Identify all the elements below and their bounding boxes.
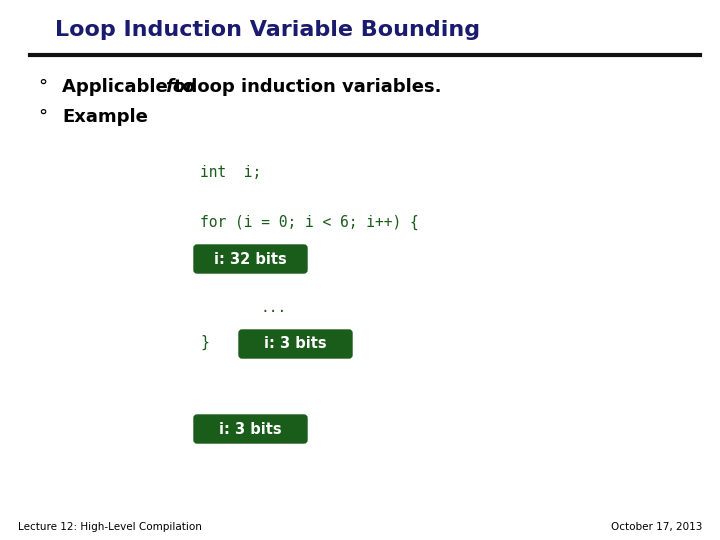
Text: ...: ...	[260, 300, 287, 315]
Text: °: °	[38, 108, 47, 126]
Text: int  i;: int i;	[200, 165, 261, 180]
Text: }: }	[200, 335, 209, 350]
Text: October 17, 2013: October 17, 2013	[611, 522, 702, 532]
Text: Example: Example	[62, 108, 148, 126]
Text: Lecture 12: High-Level Compilation: Lecture 12: High-Level Compilation	[18, 522, 202, 532]
Text: for: for	[165, 78, 194, 96]
Text: Loop Induction Variable Bounding: Loop Induction Variable Bounding	[55, 20, 480, 40]
FancyBboxPatch shape	[194, 245, 307, 273]
Text: °: °	[38, 78, 47, 96]
Text: i: 3 bits: i: 3 bits	[264, 336, 327, 352]
Text: i: 32 bits: i: 32 bits	[214, 252, 287, 267]
FancyBboxPatch shape	[239, 330, 352, 358]
Text: Applicable to: Applicable to	[62, 78, 201, 96]
Text: for (i = 0; i < 6; i++) {: for (i = 0; i < 6; i++) {	[200, 215, 419, 230]
FancyBboxPatch shape	[194, 415, 307, 443]
Text: i: 3 bits: i: 3 bits	[219, 422, 282, 436]
Text: loop induction variables.: loop induction variables.	[185, 78, 441, 96]
